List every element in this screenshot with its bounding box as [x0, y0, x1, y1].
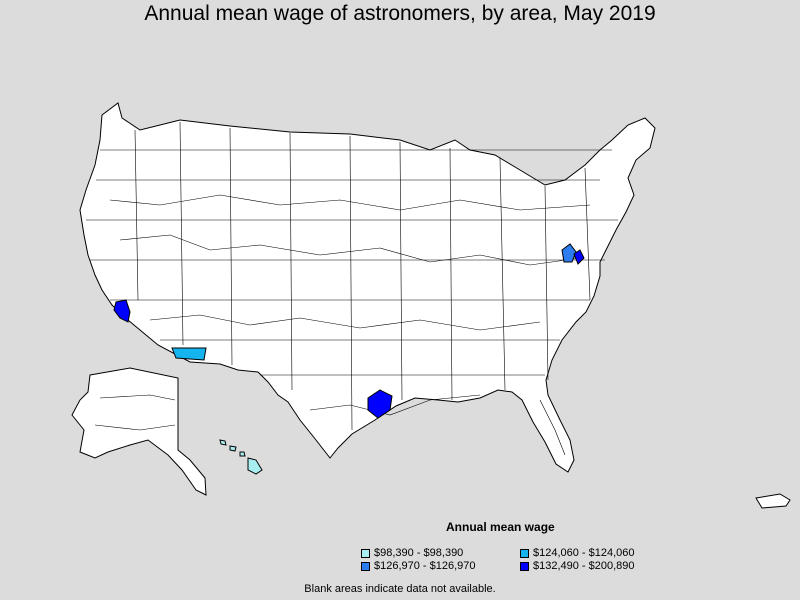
- legend-label-1: $98,390 - $98,390: [374, 547, 464, 559]
- legend-label-4: $132,490 - $200,890: [533, 560, 635, 572]
- legend-swatch-2: [520, 548, 529, 558]
- legend-swatch-1: [361, 548, 370, 558]
- washington-area-va: [561, 243, 577, 263]
- area-boundaries: [86, 121, 618, 456]
- contiguous-us-outline: [79, 102, 656, 473]
- los-angeles-area: [113, 299, 131, 323]
- tucson-area: [171, 347, 207, 361]
- footnote: Blank areas indicate data not available.: [304, 583, 496, 595]
- houston-area: [367, 389, 393, 419]
- legend-swatch-3: [361, 561, 370, 571]
- legend-title: Annual mean wage: [446, 520, 555, 534]
- puerto-rico: [755, 493, 791, 509]
- washington-dc-area: [573, 249, 585, 265]
- legend-item-3: $126,970 - $126,970: [361, 560, 476, 572]
- legend-swatch-4: [520, 561, 529, 571]
- legend-item-2: $124,060 - $124,060: [520, 547, 635, 559]
- alaska-outline: [71, 367, 207, 496]
- legend-label-3: $126,970 - $126,970: [374, 560, 476, 572]
- hawaii-islands: [219, 439, 246, 457]
- legend-item-4: $132,490 - $200,890: [520, 560, 635, 572]
- page-title: Annual mean wage of astronomers, by area…: [144, 2, 656, 25]
- legend-item-1: $98,390 - $98,390: [361, 547, 463, 559]
- legend-label-2: $124,060 - $124,060: [533, 547, 635, 559]
- hawaii: [247, 457, 263, 475]
